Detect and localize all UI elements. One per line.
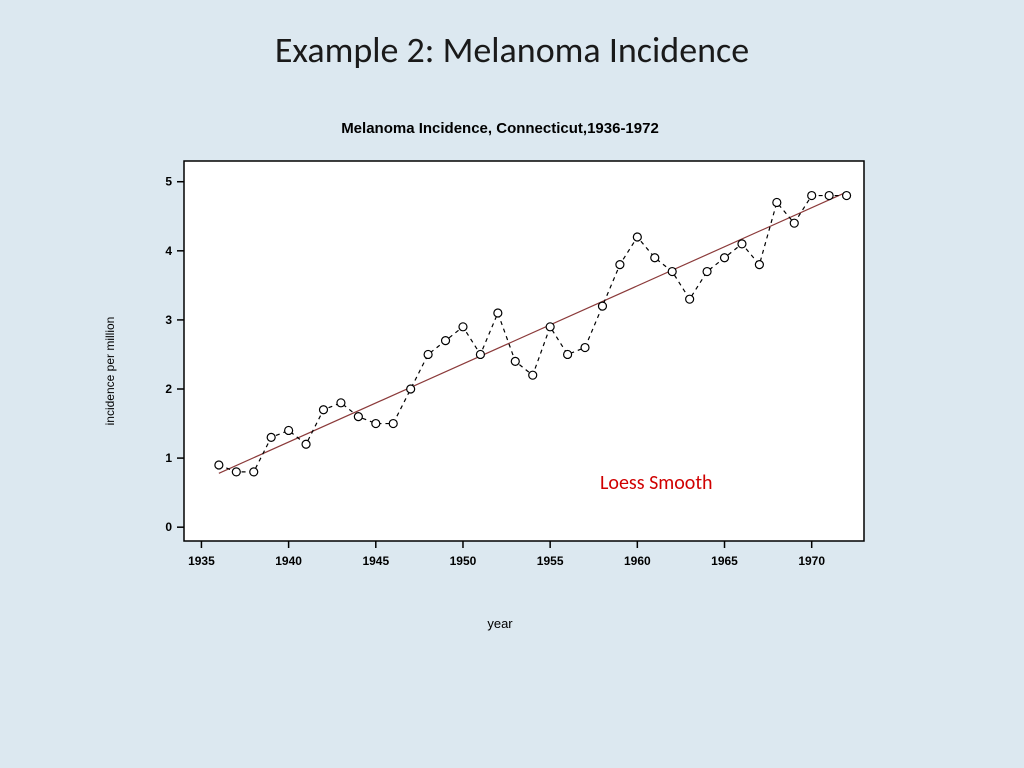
svg-text:1940: 1940 [275, 554, 302, 568]
chart-container: Melanoma Incidence, Connecticut,1936-197… [120, 120, 880, 640]
loess-annotation: Loess Smooth [600, 471, 713, 495]
chart-svg: 1935 1940 1945 1950 1955 1960 1965 1970 0 1 2 3 4 5 [120, 151, 880, 571]
plot-area: incidence per million 193519401945195019… [120, 151, 880, 591]
svg-text:1955: 1955 [537, 554, 564, 568]
svg-text:5: 5 [165, 175, 172, 189]
svg-text:1965: 1965 [711, 554, 738, 568]
slide-title: Example 2: Melanoma Incidence [0, 0, 1024, 92]
svg-text:3: 3 [165, 313, 172, 327]
x-axis-label: year [487, 616, 512, 631]
svg-text:1960: 1960 [624, 554, 651, 568]
svg-text:0: 0 [165, 520, 172, 534]
svg-text:1945: 1945 [362, 554, 389, 568]
svg-text:2: 2 [165, 382, 172, 396]
y-axis-label: incidence per million [103, 317, 117, 426]
svg-text:1: 1 [165, 451, 172, 465]
svg-text:1970: 1970 [798, 554, 825, 568]
chart-title: Melanoma Incidence, Connecticut,1936-197… [120, 120, 880, 137]
svg-text:1935: 1935 [188, 554, 215, 568]
svg-text:4: 4 [165, 244, 172, 258]
svg-text:1950: 1950 [450, 554, 477, 568]
